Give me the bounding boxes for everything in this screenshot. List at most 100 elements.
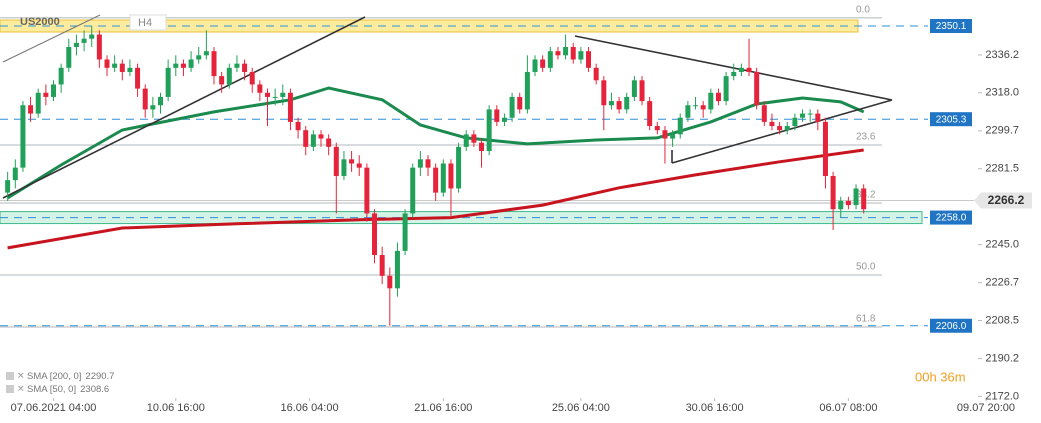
- channel-line: [2, 16, 366, 199]
- price-label: 2266.2: [988, 193, 1025, 207]
- candle-body: [173, 63, 179, 68]
- candle-body: [257, 84, 263, 93]
- y-tick-label: 2281.5: [985, 163, 1019, 175]
- legend-value: 2308.6: [80, 384, 109, 395]
- candle-body: [410, 167, 416, 214]
- timeframe[interactable]: H4: [138, 17, 152, 29]
- candle-body: [35, 92, 41, 114]
- candle-body: [570, 47, 576, 60]
- candle-body: [333, 146, 339, 176]
- candle-body: [448, 163, 454, 189]
- x-tick-label: 16.06 04:00: [280, 402, 338, 414]
- candle-body: [738, 67, 744, 72]
- candle-body: [318, 134, 324, 139]
- candle-body: [861, 188, 867, 210]
- candle-body: [104, 59, 110, 68]
- candle-body: [303, 130, 309, 147]
- candle-body: [387, 275, 393, 289]
- candle-body: [517, 96, 523, 110]
- candle-body: [180, 63, 186, 68]
- legend-x: ✕: [17, 370, 25, 380]
- candle-body: [685, 105, 691, 118]
- candle-body: [754, 71, 760, 106]
- y-tick-label: 2245.0: [985, 239, 1019, 251]
- candle-body: [608, 101, 614, 106]
- legend-entry: SMA [50, 0] 2308.6: [27, 384, 109, 395]
- candle-body: [150, 105, 156, 110]
- legend-name: SMA [200, 0]: [27, 371, 81, 382]
- y-tick-label: 2226.7: [985, 277, 1019, 289]
- candle-body: [463, 134, 469, 147]
- legend-icon: [6, 385, 14, 393]
- candle-body: [471, 134, 477, 143]
- candle-body: [372, 213, 378, 256]
- candle-body: [58, 67, 64, 85]
- level-badge: [930, 210, 972, 225]
- candle-body: [700, 105, 706, 110]
- y-tick-label: 2318.0: [985, 87, 1019, 99]
- fib-label: 61.8: [856, 314, 876, 325]
- x-tick-label: 21.06 16:00: [414, 402, 472, 414]
- level-badge: [930, 318, 972, 333]
- y-tick-label: 2208.5: [985, 314, 1019, 326]
- level-label: 2258.0: [936, 213, 967, 224]
- candle-body: [586, 51, 592, 68]
- legend-icon: [6, 372, 14, 380]
- triangle-line: [671, 99, 893, 164]
- candle-body: [486, 109, 492, 152]
- candle-body: [211, 51, 217, 77]
- candle-body: [119, 63, 125, 72]
- y-tick-label: 2336.2: [985, 49, 1019, 61]
- candle-body: [822, 121, 828, 176]
- legend-entry: SMA [200, 0] 2290.7: [27, 371, 114, 382]
- candle-body: [265, 92, 271, 97]
- candle-body: [112, 63, 118, 68]
- candle-body: [723, 76, 729, 102]
- candle-body: [249, 71, 255, 85]
- candle-body: [142, 88, 148, 110]
- legend-x: ✕: [17, 383, 25, 393]
- candle-body: [501, 117, 507, 122]
- candle-body: [295, 121, 301, 131]
- candle-body: [563, 47, 569, 56]
- candle-body: [51, 84, 57, 97]
- candle-body: [20, 105, 26, 168]
- candle-body: [242, 63, 248, 72]
- candle-body: [73, 42, 79, 48]
- level-label: 2350.1: [936, 21, 967, 32]
- fib-label: 0.0: [856, 5, 870, 16]
- candle-body: [784, 126, 790, 131]
- candle-body: [731, 71, 737, 77]
- candle-body: [96, 34, 102, 60]
- y-tick-label: 2172.0: [985, 390, 1019, 402]
- candle-body: [81, 38, 87, 43]
- candle-body: [677, 117, 683, 135]
- candle-body: [524, 71, 530, 110]
- candle-body: [219, 76, 225, 85]
- candle-body: [188, 59, 194, 68]
- candle-body: [578, 51, 584, 60]
- candle-body: [89, 34, 95, 39]
- candle-body: [127, 67, 133, 72]
- y-tick-label: 2190.2: [985, 353, 1019, 365]
- level-badge: [930, 19, 972, 34]
- candle-body: [287, 92, 293, 122]
- candle-body: [761, 105, 767, 122]
- timeframe-box[interactable]: [129, 14, 167, 31]
- x-tick-label: 06.07 08:00: [819, 402, 877, 414]
- level-label: 2305.3: [936, 114, 967, 125]
- candle-body: [639, 80, 645, 102]
- candle-body: [135, 67, 141, 89]
- candle-body: [830, 175, 836, 210]
- fib-label: 23.6: [856, 132, 876, 143]
- x-tick-label: 25.06 04:00: [552, 402, 610, 414]
- legend-name: SMA [50, 0]: [27, 384, 76, 395]
- candle-body: [715, 92, 721, 102]
- candle-body: [165, 67, 171, 97]
- candle-body: [547, 51, 553, 68]
- candle-body: [456, 146, 462, 189]
- candle-body: [494, 109, 500, 122]
- candle-body: [234, 63, 240, 68]
- candle-body: [845, 200, 851, 206]
